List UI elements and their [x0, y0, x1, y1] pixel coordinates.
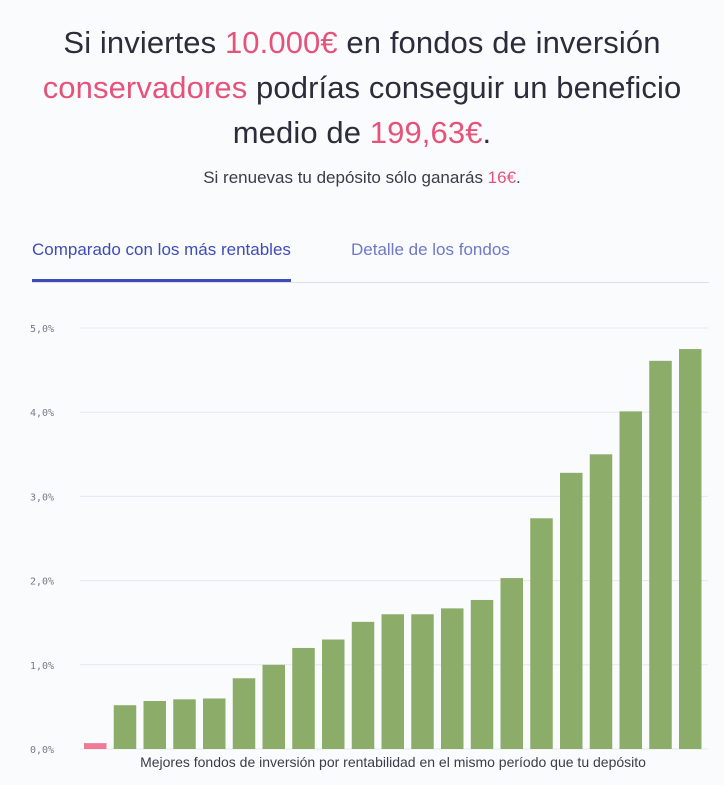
- fund-bar[interactable]: [530, 518, 553, 749]
- headline-text-1: Si inviertes: [63, 25, 225, 60]
- chart-bars: [84, 349, 702, 749]
- x-axis-label: Mejores fondos de inversión por rentabil…: [140, 754, 646, 770]
- fund-bar[interactable]: [500, 578, 524, 749]
- fund-bar[interactable]: [232, 678, 256, 749]
- y-tick-label: 2,0%: [30, 577, 54, 588]
- investment-amount: 10.000€: [224, 25, 338, 60]
- deposit-note: Si renuevas tu depósito sólo ganarás 16€…: [0, 168, 724, 188]
- fund-bar[interactable]: [441, 608, 464, 749]
- deposit-gain: 16€: [487, 168, 517, 187]
- fund-bar[interactable]: [381, 614, 405, 749]
- fund-bar[interactable]: [470, 599, 494, 749]
- fund-bar[interactable]: [173, 699, 196, 749]
- y-tick-label: 5,0%: [30, 324, 54, 335]
- fund-bar[interactable]: [113, 705, 137, 749]
- fund-bar[interactable]: [143, 701, 167, 749]
- deposit-note-text: Si renuevas tu depósito sólo ganarás: [203, 168, 488, 187]
- fund-bar[interactable]: [292, 647, 315, 749]
- fund-type: conservadores: [42, 70, 248, 105]
- y-axis-ticks: 0,0% 1,0% 2,0% 3,0% 4,0% 5,0%: [30, 324, 54, 756]
- headline-text-2: en fondos de inversión: [337, 25, 661, 60]
- fund-bar[interactable]: [589, 454, 613, 749]
- fund-bar[interactable]: [619, 411, 643, 749]
- fund-bar[interactable]: [679, 349, 702, 749]
- bar-chart: 0,0% 1,0% 2,0% 3,0% 4,0% 5,0% Mejores fondos …: [30, 324, 708, 770]
- headline: Si inviertes 10.000€ en fondos de invers…: [0, 20, 724, 155]
- tab-compared[interactable]: Comparado con los más rentables: [32, 240, 291, 282]
- tab-bar: Comparado con los más rentables Detalle …: [32, 232, 709, 283]
- profit-amount: 199,63€: [369, 115, 483, 150]
- y-tick-label: 4,0%: [30, 408, 54, 419]
- y-tick-label: 3,0%: [30, 492, 54, 503]
- deposit-note-end: .: [516, 168, 521, 187]
- fund-bar[interactable]: [203, 698, 226, 749]
- deposit-bar[interactable]: [84, 743, 107, 749]
- headline-text-5: .: [482, 115, 492, 150]
- fund-bar[interactable]: [322, 639, 345, 749]
- y-tick-label: 0,0%: [30, 745, 54, 756]
- fund-bar[interactable]: [262, 664, 286, 749]
- headline-text-3: podrías conseguir un beneficio: [247, 70, 682, 105]
- fund-bar[interactable]: [560, 472, 583, 749]
- tab-fund-details[interactable]: Detalle de los fondos: [351, 240, 510, 259]
- y-tick-label: 1,0%: [30, 661, 54, 672]
- fund-bar[interactable]: [411, 614, 434, 749]
- fund-bar[interactable]: [351, 621, 375, 749]
- fund-bar[interactable]: [649, 360, 672, 749]
- headline-text-4: medio de: [232, 115, 370, 150]
